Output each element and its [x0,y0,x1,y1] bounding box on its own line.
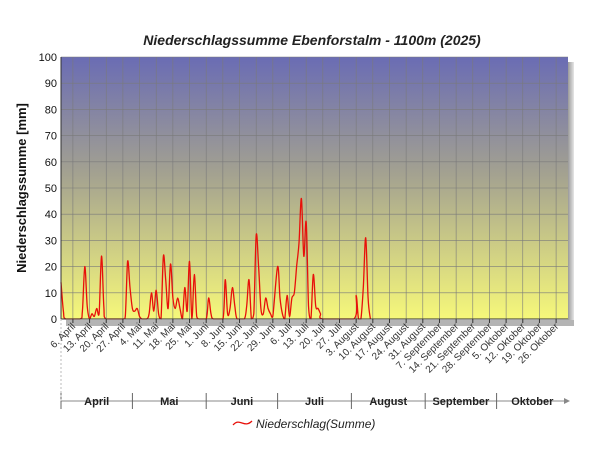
month-label: Juli [305,396,324,408]
y-tick-label: 90 [45,78,57,90]
month-label: April [84,396,109,408]
y-axis-ticks: 0 10 20 30 40 50 60 70 80 90 100 [39,52,57,326]
plot-shadow-bottom [66,320,574,326]
month-label: September [432,396,490,408]
month-axis-arrow [564,398,570,404]
legend: Niederschlag(Summe) [232,417,375,431]
y-tick-label: 40 [45,209,57,221]
y-tick-label: 50 [45,183,57,195]
series-line-niederschlag [60,197,372,320]
y-axis-title: Niederschlagssumme [mm] [14,103,29,273]
y-tick-label: 10 [45,288,57,300]
legend-swatch [232,420,253,426]
y-tick-label: 70 [45,131,57,143]
y-tick-label: 30 [45,235,57,247]
plot-shadow-right [568,62,574,324]
chart-title: Niederschlagssumme Ebenforstalm - 1100m … [143,32,481,48]
month-label: August [369,396,407,408]
grid-lines [61,56,568,320]
month-label: Oktober [511,396,554,408]
y-tick-label: 0 [51,314,57,326]
y-tick-label: 60 [45,157,57,169]
month-axis: April Mai Juni Juli August September Oktober [60,319,570,409]
legend-label: Niederschlag(Summe) [256,417,375,431]
y-tick-label: 20 [45,262,57,274]
y-tick-label: 100 [39,52,57,64]
y-tick-label: 80 [45,104,57,116]
month-label: Mai [160,396,178,408]
month-label: Juni [231,396,254,408]
